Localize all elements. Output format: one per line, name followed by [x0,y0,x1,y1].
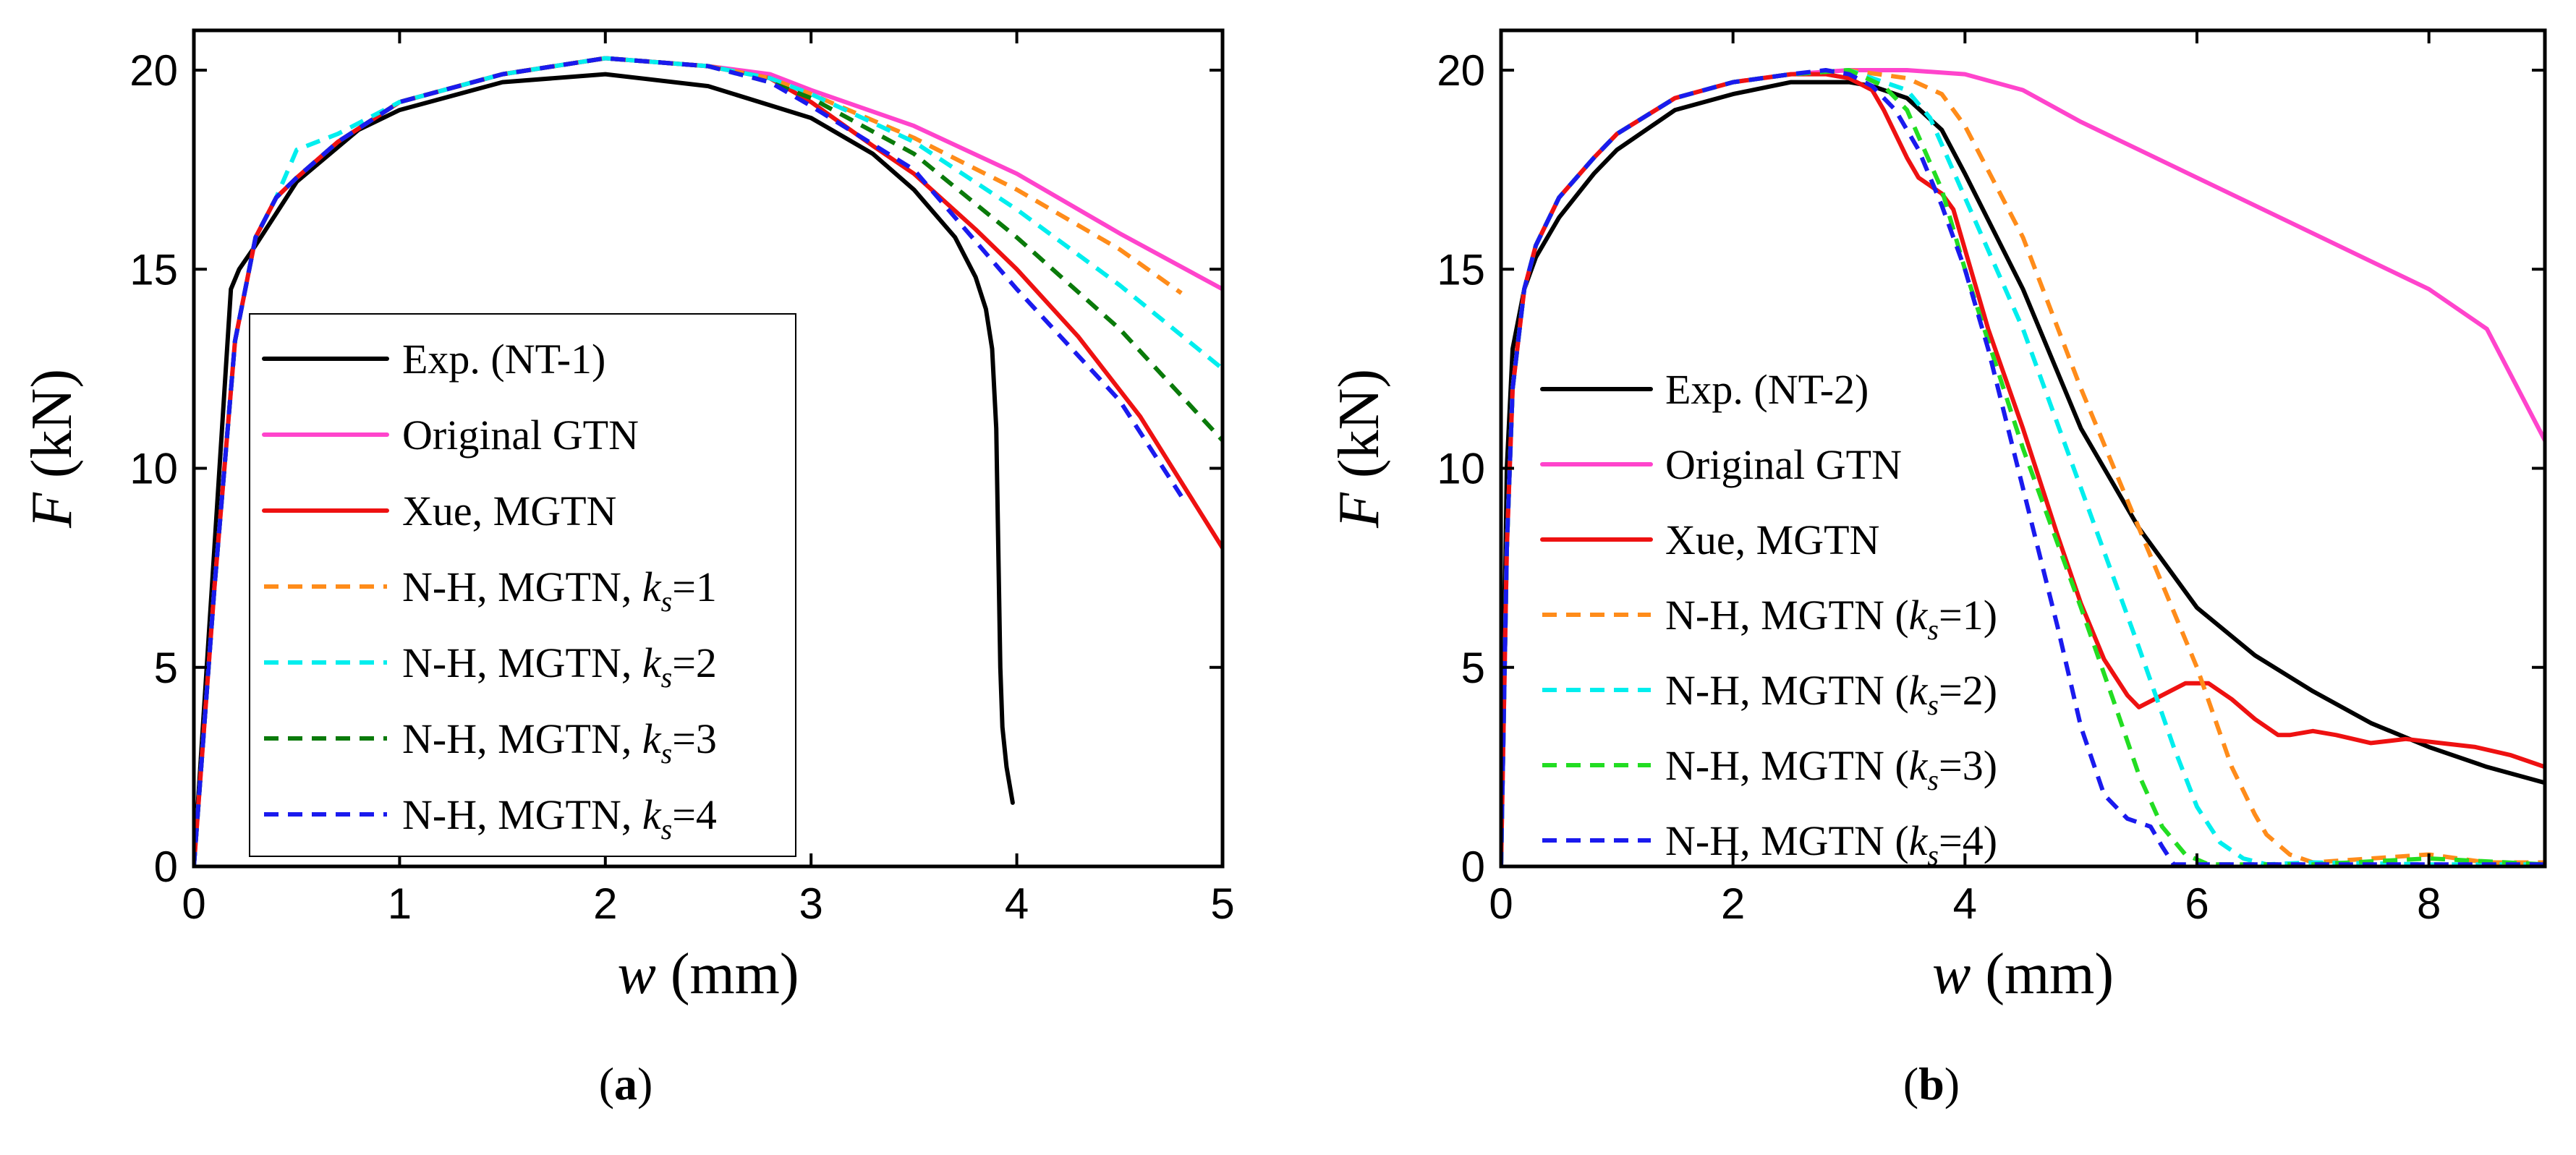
x-axis-title: w (mm) [617,942,799,1006]
y-tick-label: 15 [129,245,178,294]
panel-label: (a) [599,1058,653,1109]
x-tick-label: 8 [2417,879,2441,928]
x-tick-label: 1 [388,879,412,928]
x-tick-label: 6 [2185,879,2209,928]
series-line-6 [1501,68,2545,866]
x-tick-label: 2 [1721,879,1745,928]
x-tick-label: 4 [1005,879,1029,928]
y-tick-label: 20 [129,46,178,95]
panel-b: 0 2 4 6 8 0 5 10 15 20 w (mm) F (kN) Exp. (NT-2) Orig… [1327,28,2547,1109]
legend: Exp. (NT-1) Original GTN Xue, MGTN N-H, MGT… [249,313,796,857]
series-line-1 [1501,80,2545,866]
panel-a: 0 1 2 3 4 5 0 5 10 15 20 w (mm) F (kN) Exp. (NT-1) Ori… [20,28,1235,1109]
series-line-3 [1501,72,2545,866]
y-axis-title: F (kN) [20,369,84,529]
legend-label: N-H, MGTN, ks=1 [402,563,717,618]
legend-label: Original GTN [1665,441,1902,488]
series-line-5 [1501,68,2545,866]
plot-frame [1499,28,2547,869]
y-tick-label: 5 [1461,644,1485,692]
legend-label: Xue, MGTN [1665,516,1879,563]
series-group [1501,68,2545,866]
y-tick-label: 10 [129,445,178,493]
legend-label: N-H, MGTN, ks=2 [402,639,717,694]
y-tick-label: 20 [1437,46,1485,95]
y-axis-title: F (kN) [1327,369,1391,529]
series-line-7 [194,56,1183,866]
x-tick-label: 4 [1953,879,1977,928]
legend-label: N-H, MGTN (ks=2) [1665,667,1997,721]
x-tick-label: 0 [1489,879,1513,928]
legend-label: N-H, MGTN (ks=1) [1665,592,1997,646]
legend-label: Exp. (NT-2) [1665,366,1869,413]
y-tick-label: 10 [1437,445,1485,493]
series-group [194,56,1223,866]
x-tick-label: 2 [593,879,617,928]
series-line-2 [1501,68,2545,866]
legend: Exp. (NT-2) Original GTN Xue, MGTN N-H, MGT… [1540,366,1997,871]
panel-label: (b) [1903,1058,1960,1109]
legend-label: N-H, MGTN, ks=3 [402,715,717,770]
series-line-7 [1501,68,2545,866]
plot-frame [192,28,1225,869]
legend-label: N-H, MGTN (ks=4) [1665,817,1997,871]
legend-label: N-H, MGTN (ks=3) [1665,742,1997,796]
y-tick-label: 0 [1461,843,1485,891]
x-tick-label: 0 [182,879,205,928]
x-tick-label: 3 [799,879,823,928]
x-axis-title: w (mm) [1932,942,2114,1006]
x-tick-label: 5 [1210,879,1234,928]
legend-label: N-H, MGTN, ks=4 [402,791,717,845]
y-tick-label: 15 [1437,245,1485,294]
legend-label: Original GTN [402,412,639,459]
y-tick-label: 5 [154,644,178,692]
legend-label: Exp. (NT-1) [402,336,605,383]
legend-label: Xue, MGTN [402,487,616,534]
series-line-4 [1501,68,2545,866]
y-tick-label: 0 [154,843,178,891]
